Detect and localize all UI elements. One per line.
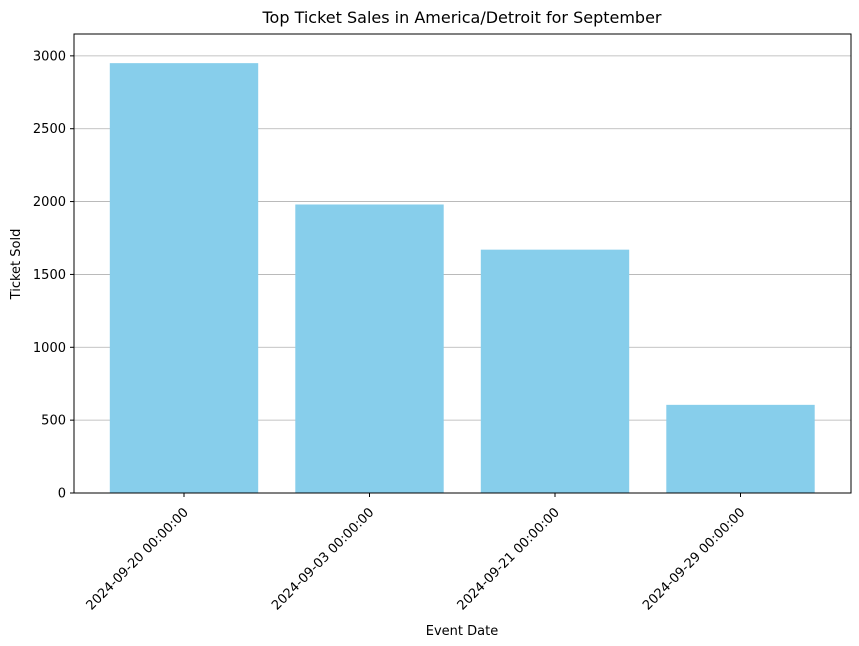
x-tick-label: 2024-09-03 00:00:00 [269, 505, 377, 613]
x-ticks: 2024-09-20 00:00:00 2024-09-03 00:00:00 20… [84, 493, 748, 613]
y-tick-label: 0 [58, 487, 66, 502]
bar [480, 249, 630, 493]
y-tick-label: 3000 [33, 49, 66, 64]
bar [109, 63, 259, 494]
y-ticks: 0 500 1000 1500 2000 2500 3000 [33, 49, 74, 502]
bars [109, 63, 815, 494]
x-tick-label: 2024-09-21 00:00:00 [455, 505, 563, 613]
y-tick-label: 500 [41, 414, 66, 429]
y-tick-label: 1500 [33, 268, 66, 283]
y-axis-label: Ticket Sold [9, 229, 24, 301]
y-tick-label: 2500 [33, 122, 66, 137]
y-tick-label: 2000 [33, 195, 66, 210]
bar [295, 204, 444, 493]
y-tick-label: 1000 [33, 341, 66, 356]
chart-title: Top Ticket Sales in America/Detroit for … [261, 8, 661, 27]
bar [666, 404, 815, 493]
x-axis-label: Event Date [426, 624, 498, 639]
plot-frame [73, 33, 852, 494]
x-tick-label: 2024-09-29 00:00:00 [640, 505, 748, 613]
x-tick-label: 2024-09-20 00:00:00 [84, 505, 192, 613]
axes [73, 33, 852, 494]
